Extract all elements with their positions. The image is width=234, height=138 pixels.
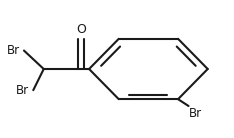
Text: Br: Br: [189, 107, 202, 120]
Text: Br: Br: [16, 84, 29, 97]
Text: Br: Br: [7, 44, 20, 57]
Text: O: O: [76, 22, 86, 35]
